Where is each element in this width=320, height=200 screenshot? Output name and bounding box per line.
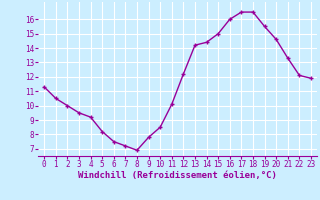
X-axis label: Windchill (Refroidissement éolien,°C): Windchill (Refroidissement éolien,°C): [78, 171, 277, 180]
